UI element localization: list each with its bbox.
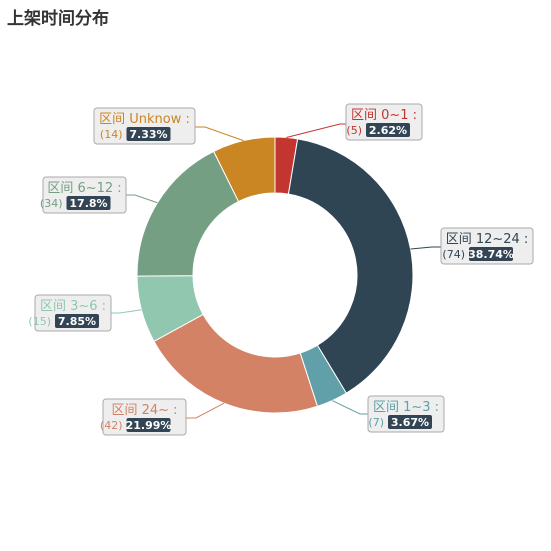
label-badge-6 <box>126 127 171 141</box>
label-percent-6: 7.33% <box>129 128 167 141</box>
label-name-1: 区间 12~24 : <box>446 232 529 247</box>
slice-label-6: 区间 Unknow :(14) 7.33% <box>93 107 196 145</box>
label-count-3: (42) <box>100 419 123 432</box>
label-percent-3: 21.99% <box>126 419 172 432</box>
chart-title: 上架时间分布 <box>7 9 109 29</box>
label-badge-3 <box>126 418 171 432</box>
slice-label-5: 区间 6~12 :(34) 17.8% <box>40 176 127 214</box>
label-count-0: (5) <box>346 124 362 137</box>
label-percent-2: 3.67% <box>391 416 429 429</box>
label-badge-5 <box>66 196 111 210</box>
slice-label-3: 区间 24~ :(42) 21.99% <box>100 398 187 436</box>
label-badge-2 <box>388 415 432 429</box>
leader-line-6 <box>195 126 244 142</box>
label-percent-1: 38.74% <box>468 248 514 261</box>
label-name-3: 区间 24~ : <box>111 403 177 418</box>
label-percent-4: 7.85% <box>58 315 96 328</box>
leader-line-3 <box>186 402 225 419</box>
label-name-6: 区间 Unknow : <box>99 112 190 127</box>
label-count-6: (14) <box>100 128 123 141</box>
label-percent-5: 17.8% <box>69 197 107 210</box>
label-name-2: 区间 1~3 : <box>373 400 439 415</box>
label-count-2: (7) <box>368 416 384 429</box>
label-percent-0: 2.62% <box>369 124 407 137</box>
slice-label-1: 区间 12~24 :(74) 38.74% <box>440 227 534 265</box>
label-name-5: 区间 6~12 : <box>47 181 121 196</box>
label-count-1: (74) <box>442 248 465 261</box>
label-name-4: 区间 3~6 : <box>40 299 106 314</box>
label-count-4: (15) <box>28 315 51 328</box>
label-count-5: (34) <box>40 197 63 210</box>
slices-layer <box>136 136 414 414</box>
leader-line-4 <box>111 309 142 314</box>
label-name-0: 区间 0~1 : <box>351 108 417 123</box>
slice-3[interactable] <box>153 313 319 414</box>
leader-line-0 <box>286 123 346 138</box>
slice-label-2: 区间 1~3 :(7) 3.67% <box>367 395 445 433</box>
labels-layer: 区间 0~1 :(5) 2.62%区间 12~24 :(74) 38.74%区间 1… <box>28 103 534 436</box>
label-badge-4 <box>55 314 99 328</box>
leader-line-5 <box>126 194 158 204</box>
slice-label-0: 区间 0~1 :(5) 2.62% <box>345 103 423 141</box>
label-badge-0 <box>366 123 410 137</box>
slice-1[interactable] <box>287 138 414 394</box>
label-badge-1 <box>469 247 513 261</box>
slice-label-4: 区间 3~6 :(15) 7.85% <box>28 294 112 332</box>
slice-6[interactable] <box>212 136 276 203</box>
leader-line-1 <box>410 246 441 250</box>
leader-line-2 <box>332 400 368 415</box>
